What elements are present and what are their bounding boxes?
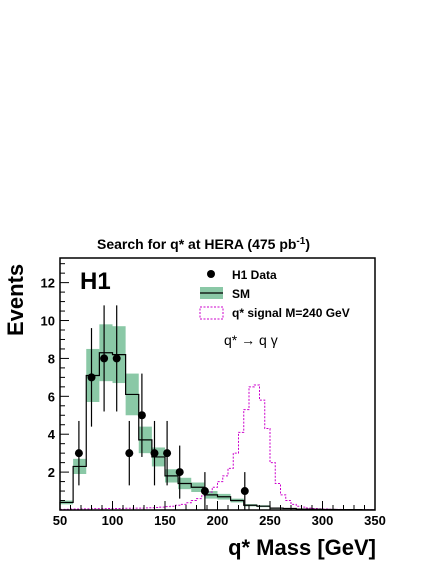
x-tick-label: 150: [154, 513, 176, 528]
data-point: [150, 449, 159, 458]
x-tick-label: 250: [259, 513, 281, 528]
legend-signal-label: q* signal M=240 GeV: [232, 306, 350, 320]
data-point: [74, 449, 83, 458]
legend-data-marker: [207, 270, 215, 278]
data-points: [74, 305, 249, 510]
x-tick-label: 300: [312, 513, 334, 528]
chart-title: Search for q* at HERA (475 pb-1): [97, 236, 310, 252]
data-point: [87, 373, 96, 382]
process-label: q* → q γ: [224, 332, 278, 348]
x-tick-label: 200: [207, 513, 229, 528]
data-point: [200, 487, 209, 496]
legend-sm-label: SM: [232, 287, 250, 301]
x-axis: 50 100 150 200 250 300 350: [53, 501, 386, 528]
data-point: [125, 449, 134, 458]
y-tick-label: 8: [48, 351, 55, 366]
chart-title-close: ): [305, 236, 310, 252]
data-point: [175, 468, 184, 477]
legend-signal-box: [199, 306, 224, 320]
data-point: [137, 411, 146, 420]
data-point: [112, 354, 121, 363]
y-tick-label: 10: [41, 314, 55, 329]
x-axis-label: q* Mass [GeV]: [228, 535, 376, 560]
x-tick-label: 50: [53, 513, 67, 528]
y-tick-label: 12: [41, 276, 55, 291]
experiment-label: H1: [80, 268, 111, 295]
data-point: [163, 449, 172, 458]
y-tick-label: 2: [48, 465, 55, 480]
legend-data-label: H1 Data: [232, 268, 277, 282]
legend: H1 Data SM q* signal M=240 GeV: [199, 268, 350, 320]
x-tick-label: 100: [102, 513, 124, 528]
y-tick-label: 6: [48, 389, 55, 404]
y-axis-label: Events: [3, 264, 28, 336]
x-tick-label: 350: [364, 513, 386, 528]
y-tick-label: 4: [48, 427, 56, 442]
data-point: [100, 354, 109, 363]
chart-title-sup: -1: [296, 236, 305, 247]
data-point: [240, 487, 249, 496]
y-axis: 2 4 6 8 10 12: [41, 263, 69, 502]
